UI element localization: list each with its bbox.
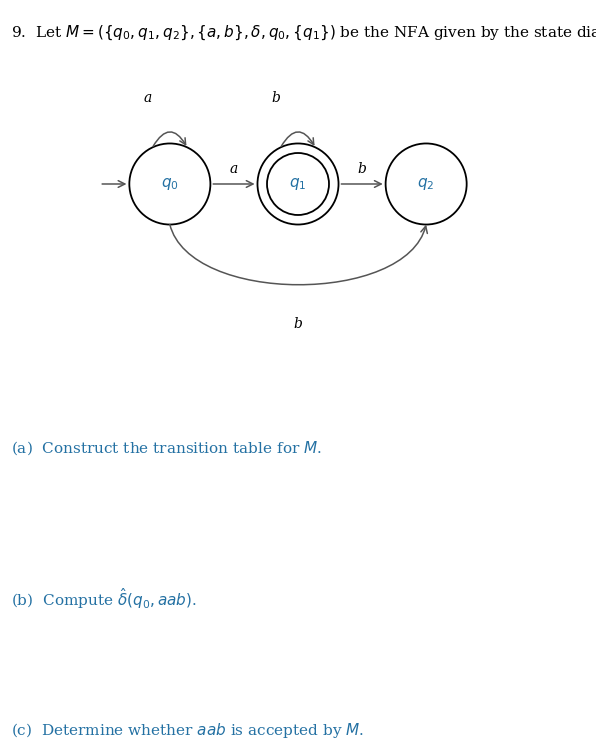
- Text: b: b: [272, 92, 281, 105]
- FancyArrowPatch shape: [170, 225, 427, 285]
- FancyArrowPatch shape: [281, 132, 313, 146]
- Text: $q_1$: $q_1$: [289, 176, 307, 192]
- Circle shape: [129, 143, 210, 225]
- FancyArrowPatch shape: [153, 132, 185, 146]
- Text: (a)  Construct the transition table for $M$.: (a) Construct the transition table for $…: [11, 439, 322, 457]
- Text: a: a: [144, 92, 152, 105]
- Text: (c)  Determine whether $aab$ is accepted by $M$.: (c) Determine whether $aab$ is accepted …: [11, 721, 364, 740]
- Text: b: b: [294, 316, 302, 330]
- Circle shape: [386, 143, 467, 225]
- Text: a: a: [230, 162, 238, 176]
- Text: $q_0$: $q_0$: [161, 176, 179, 192]
- Circle shape: [257, 143, 339, 225]
- Text: $q_2$: $q_2$: [417, 176, 435, 192]
- Text: b: b: [358, 162, 367, 176]
- Text: (b)  Compute $\hat{\delta}(q_0, aab)$.: (b) Compute $\hat{\delta}(q_0, aab)$.: [11, 586, 197, 611]
- Text: 9.  Let $M = (\{q_0, q_1, q_2\}, \{a, b\}, \delta, q_0, \{q_1\})$ be the NFA giv: 9. Let $M = (\{q_0, q_1, q_2\}, \{a, b\}…: [11, 24, 596, 43]
